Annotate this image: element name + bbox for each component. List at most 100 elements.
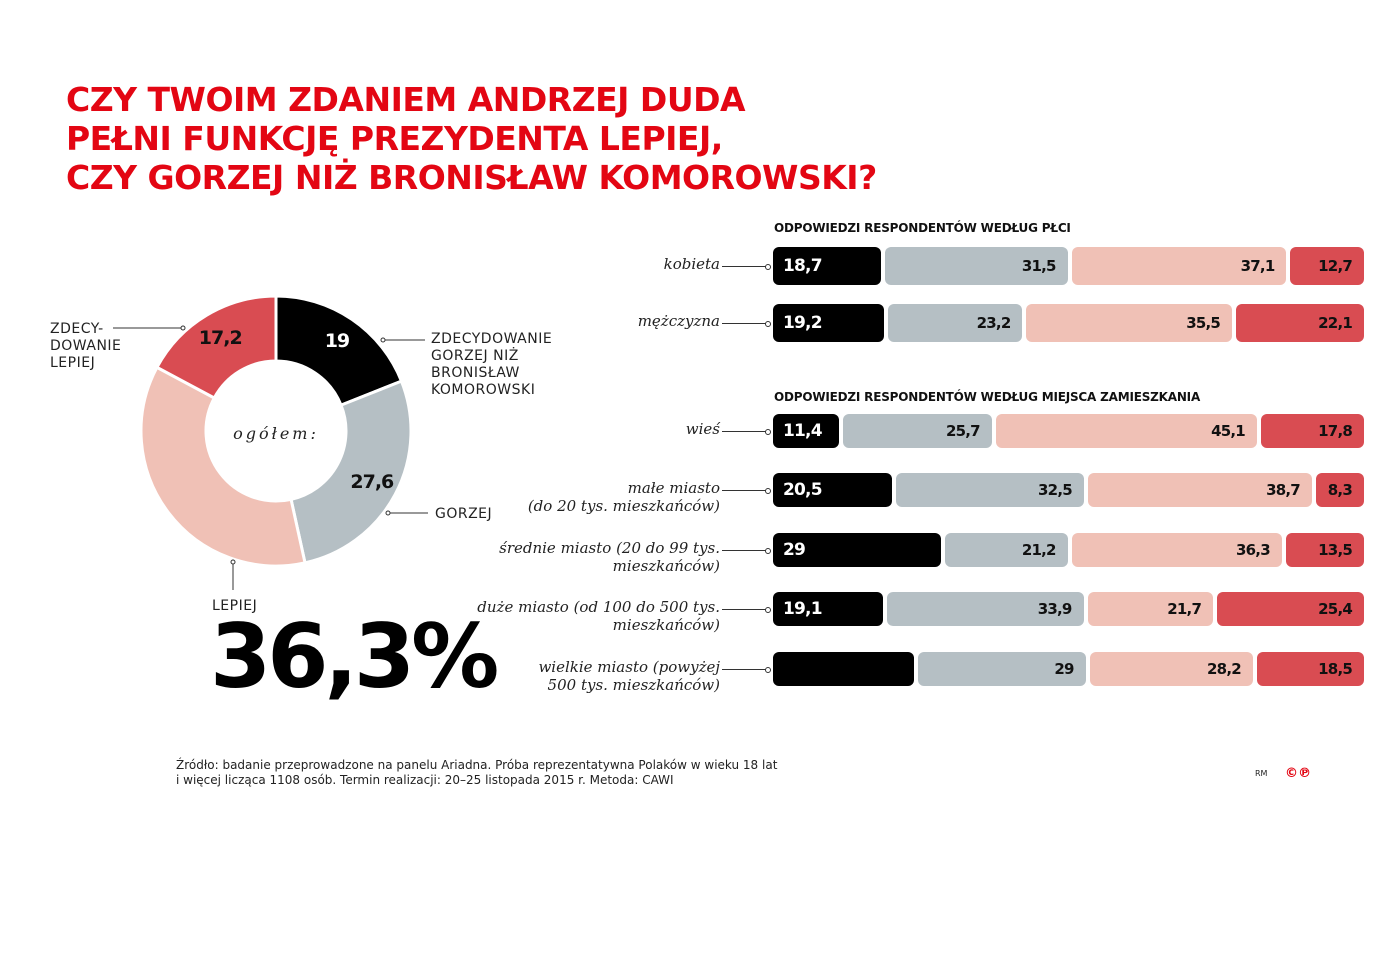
bar-segment: 13,5: [1285, 533, 1364, 567]
source-note: Źródło: badanie przeprowadzone na panelu…: [176, 758, 777, 788]
bar-value-label: 18,7: [783, 256, 823, 276]
row-label-line: kobieta: [663, 255, 720, 273]
leader-dot: [385, 510, 391, 516]
leader-dot: [765, 548, 771, 554]
source-line: Źródło: badanie przeprowadzone na panelu…: [176, 758, 778, 772]
leader-dot: [765, 607, 771, 613]
row-label-line: wieś: [685, 420, 720, 438]
row-label-line: mężczyzna: [637, 312, 720, 330]
bar-segment: 25,4: [1217, 592, 1364, 626]
bar-segment: 23,2: [888, 304, 1023, 342]
leader-line: [722, 490, 767, 491]
bar-value-label: 37,1: [1240, 257, 1276, 275]
bar-segment: 29: [917, 652, 1086, 686]
legend-line: ZDECY-: [50, 321, 104, 337]
leader-dot: [765, 429, 771, 435]
legend-zdecydowanie-lepiej: ZDECY- DOWANIE LEPIEJ: [50, 321, 121, 372]
row-label-line: 500 tys. mieszkańców): [547, 676, 720, 694]
bar-value-label: 12,7: [1318, 257, 1353, 275]
bar-value-label: 33,9: [1037, 600, 1073, 618]
bar-segment: 22,1: [1236, 304, 1364, 342]
leader-dot: [180, 325, 186, 331]
row-label-line: wielkie miasto (powyżej: [538, 658, 720, 676]
donut-slice-label: 17,2: [199, 327, 242, 349]
bar-value-label: 23,2: [976, 314, 1012, 332]
leader-line: [722, 266, 767, 267]
leader-line: [722, 431, 767, 432]
row-label-line: średnie miasto (20 do 99 tys.: [499, 539, 720, 557]
bar-value-label: 19,2: [783, 313, 823, 333]
page-title: CZY TWOIM ZDANIEM ANDRZEJ DUDA PEŁNI FUN…: [66, 80, 877, 197]
bar-value-label: 38,7: [1266, 481, 1301, 499]
donut-slice: [289, 379, 413, 565]
bar-value-label: 28,2: [1207, 660, 1242, 678]
bar-value-label: 13,5: [1318, 541, 1353, 559]
bar-value-label: 18,5: [1318, 660, 1353, 678]
bar-value-label: 20,5: [783, 480, 823, 500]
legend-line: ZDECYDOWANIE: [431, 331, 553, 347]
leader-dot: [765, 488, 771, 494]
leader-line: [722, 669, 767, 670]
big-value-lepiej: 36,3%: [210, 605, 499, 708]
bar-segment: 20,5: [773, 473, 892, 507]
leader-line: [722, 323, 767, 324]
bar-segment: 31,5: [885, 247, 1068, 285]
copyright-logo: ©℗: [1285, 766, 1311, 781]
leader-line: [722, 550, 767, 551]
legend-line: BRONISŁAW: [431, 365, 520, 381]
bar-segment: [773, 652, 914, 686]
legend-line: LEPIEJ: [50, 355, 96, 371]
leader-dot: [765, 667, 771, 673]
leader-dot: [230, 559, 236, 565]
leader-dot: [765, 321, 771, 327]
row-label-line: (do 20 tys. mieszkańców): [527, 497, 720, 515]
bar-segment: 12,7: [1290, 247, 1364, 285]
row-label: kobieta: [664, 255, 720, 273]
leader-line: [722, 609, 767, 610]
section-title-gender: ODPOWIEDZI RESPONDENTÓW WEDŁUG PŁCI: [774, 221, 1071, 235]
bar-value-label: 21,7: [1167, 600, 1202, 618]
donut-slice-label: 27,6: [350, 471, 394, 493]
bar-value-label: 17,8: [1318, 422, 1353, 440]
title-line: CZY TWOIM ZDANIEM ANDRZEJ DUDA: [66, 80, 746, 119]
row-label: mężczyzna: [638, 312, 720, 330]
legend-lepiej: LEPIEJ: [212, 598, 258, 614]
donut-slice: [154, 294, 278, 401]
author-credit: RM: [1255, 769, 1268, 778]
bar-segment: 19,2: [773, 304, 885, 342]
row-label: wielkie miasto (powyżej 500 tys. mieszkań…: [538, 658, 720, 694]
bar-value-label: 31,5: [1021, 257, 1057, 275]
bar-segment: 45,1: [995, 414, 1257, 448]
legend-line: GORZEJ NIŻ: [431, 348, 519, 364]
bar-segment: 29: [773, 533, 941, 567]
bar-segment: 18,7: [773, 247, 882, 285]
bar-segment: 35,5: [1026, 304, 1233, 342]
section-title-residence: ODPOWIEDZI RESPONDENTÓW WEDŁUG MIEJSCA Z…: [774, 390, 1201, 404]
bar-value-label: 29: [1054, 660, 1074, 678]
bar-segment: 38,7: [1087, 473, 1312, 507]
row-label-line: duże miasto (od 100 do 500 tys.: [477, 598, 720, 616]
bar-value-label: 32,5: [1038, 481, 1073, 499]
row-label: małe miasto (do 20 tys. mieszkańców): [528, 479, 720, 515]
bar-value-label: 8,3: [1327, 481, 1353, 499]
bar-segment: 36,3: [1071, 533, 1282, 567]
row-label-line: mieszkańców): [612, 616, 720, 634]
bar-segment: 11,4: [773, 414, 839, 448]
bar-segment: 19,1: [773, 592, 884, 626]
bar-value-label: 11,4: [783, 421, 823, 441]
title-line: CZY GORZEJ NIŻ BRONISŁAW KOMOROWSKI?: [66, 158, 877, 197]
bar-segment: 37,1: [1071, 247, 1287, 285]
legend-line: DOWANIE: [50, 338, 122, 354]
legend-zdecydowanie-gorzej: ZDECYDOWANIE GORZEJ NIŻ BRONISŁAW KOMORO…: [431, 331, 552, 399]
bar-segment: 25,7: [843, 414, 992, 448]
bar-value-label: 25,4: [1318, 600, 1353, 618]
title-line: PEŁNI FUNKCJĘ PREZYDENTA LEPIEJ,: [66, 119, 723, 158]
bar-value-label: 35,5: [1186, 314, 1221, 332]
bar-value-label: 36,3: [1236, 541, 1271, 559]
bar-value-label: 29: [783, 540, 806, 560]
bar-segment: 18,5: [1256, 652, 1364, 686]
source-line: i więcej licząca 1108 osób. Termin reali…: [176, 773, 674, 787]
bar-value-label: 45,1: [1211, 422, 1246, 440]
